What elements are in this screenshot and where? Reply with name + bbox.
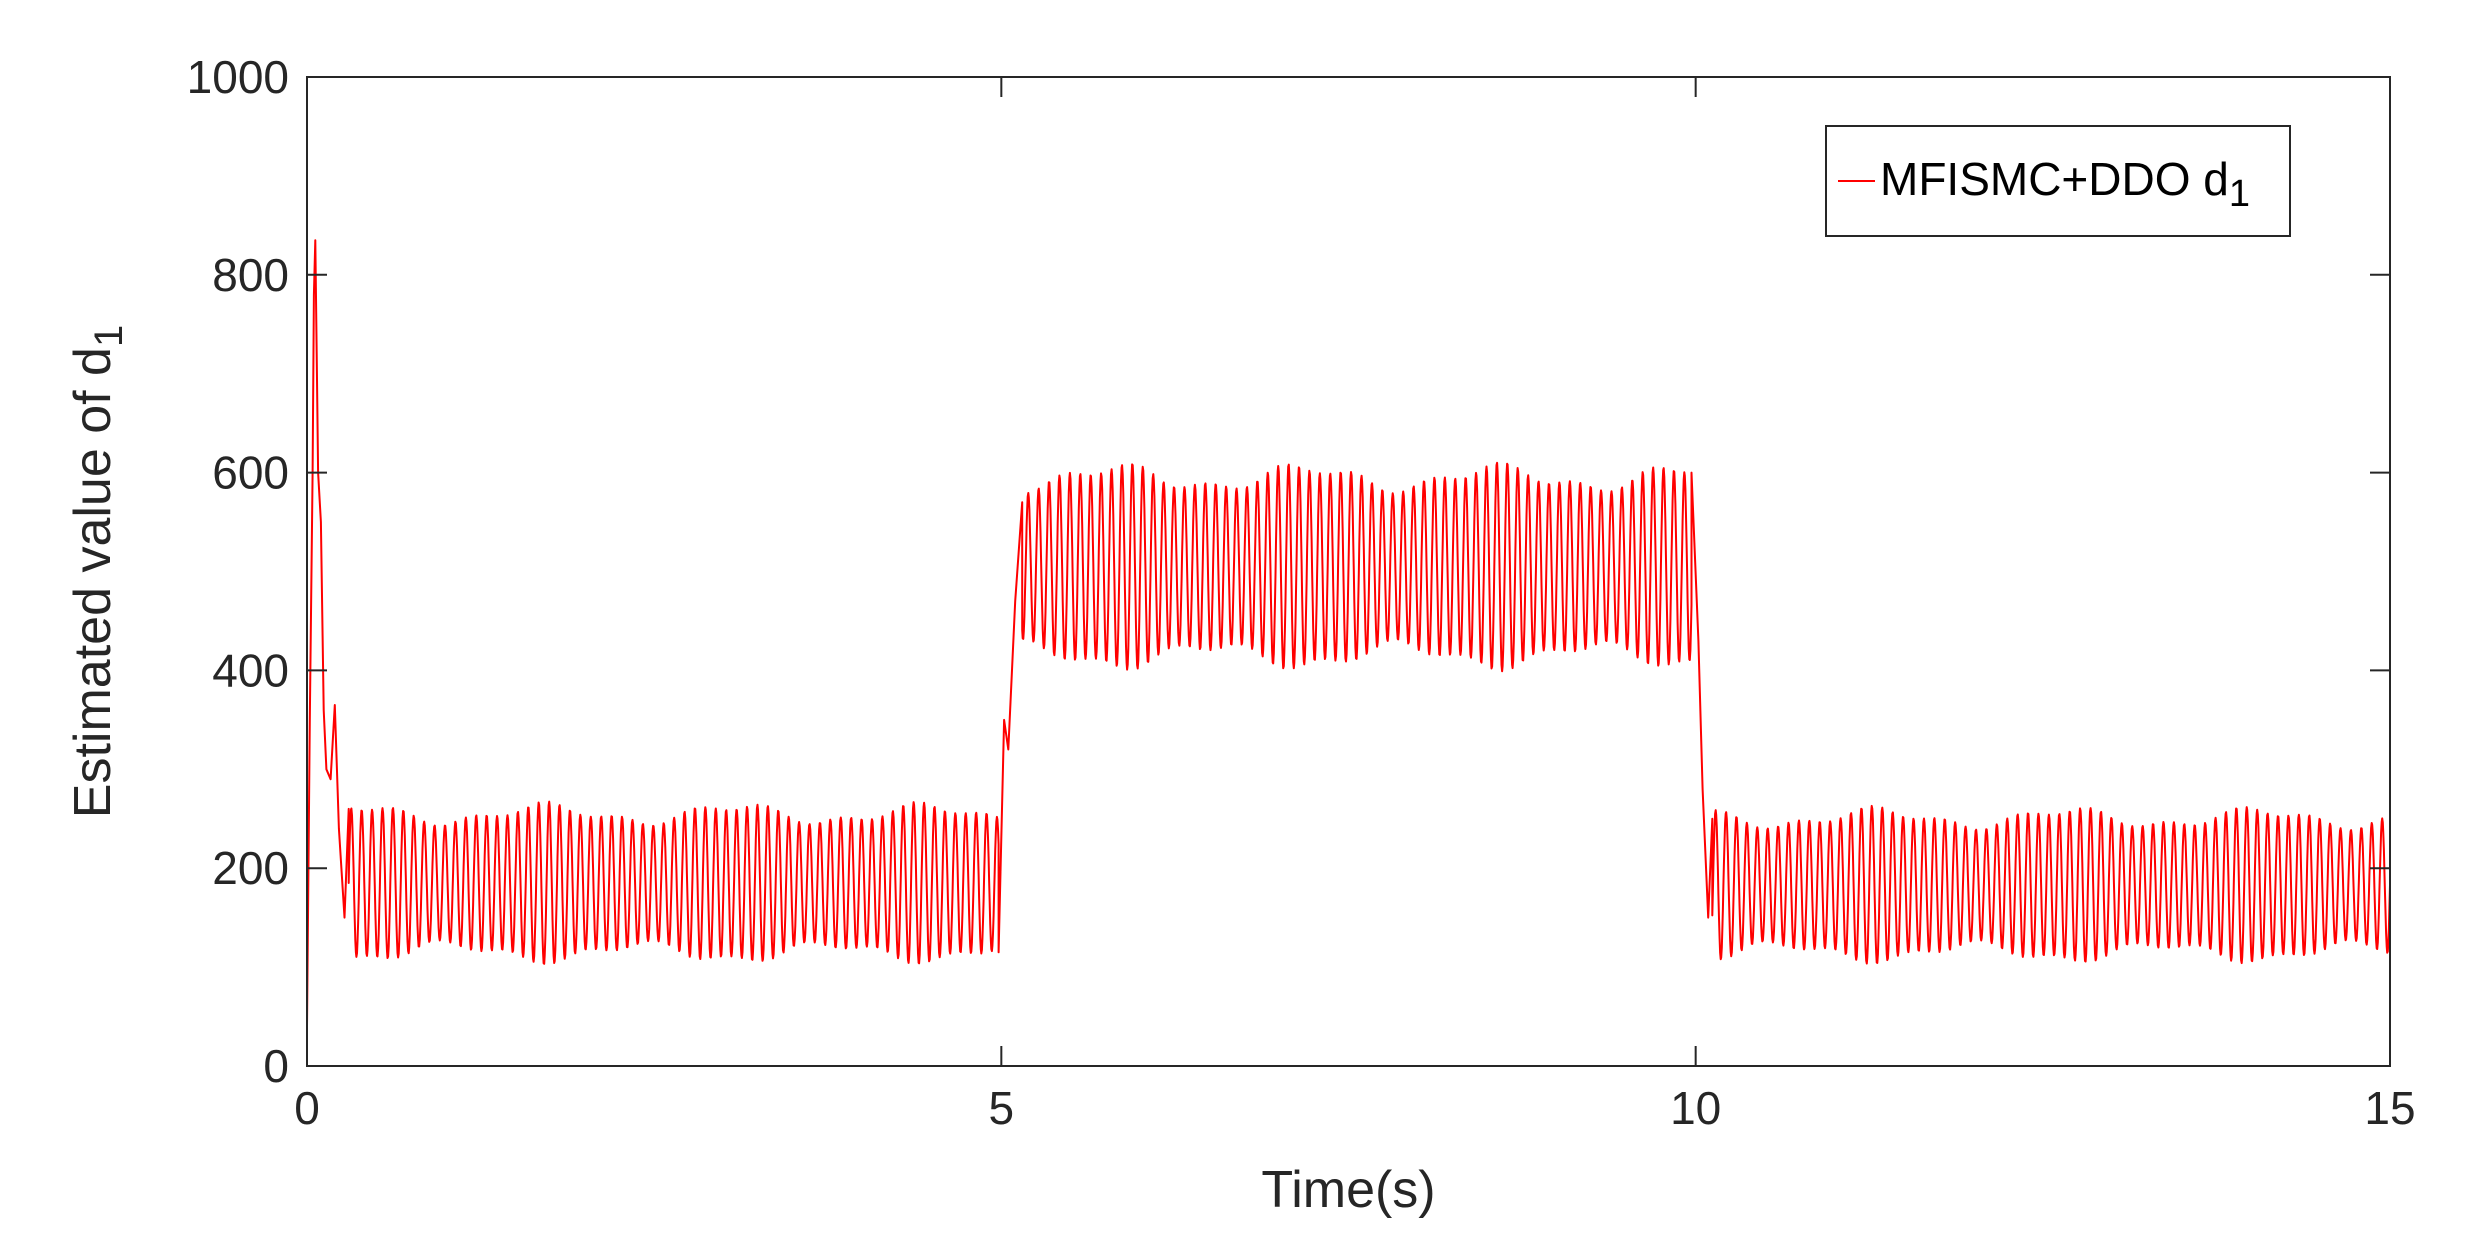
y-tick-label: 400 (212, 644, 289, 696)
y-tick-label: 0 (263, 1040, 289, 1092)
y-axis-label: Estimated value of d1 (64, 325, 131, 818)
y-axis-label-text: Estimated value of d (64, 347, 122, 818)
series-layer (306, 239, 2391, 1027)
x-tick-label: 15 (2364, 1082, 2415, 1134)
legend-box (1825, 125, 2291, 237)
x-axis-label: Time(s) (1261, 1161, 1435, 1219)
y-axis-label-subscript: 1 (87, 325, 131, 347)
x-tick-label: 0 (294, 1082, 320, 1134)
x-tick-label: 10 (1670, 1082, 1721, 1134)
legend-series-subscript: 1 (2229, 173, 2250, 215)
tick-layer: 0 5 10 15 0 200 400 600 800 1000 (187, 51, 2416, 1134)
legend: MFISMC+DDO d1 (1825, 125, 2291, 237)
y-tick-label: 800 (212, 249, 289, 301)
y-tick-label: 1000 (187, 51, 289, 103)
x-tick-label: 5 (989, 1082, 1015, 1134)
y-tick-label: 600 (212, 447, 289, 499)
legend-series-name: MFISMC+DDO d (1880, 153, 2229, 205)
plot-frame (306, 76, 2391, 1067)
series-line-0 (306, 239, 2391, 1027)
legend-entry-label: MFISMC+DDO d1 (1880, 153, 2250, 215)
y-tick-label: 200 (212, 842, 289, 894)
